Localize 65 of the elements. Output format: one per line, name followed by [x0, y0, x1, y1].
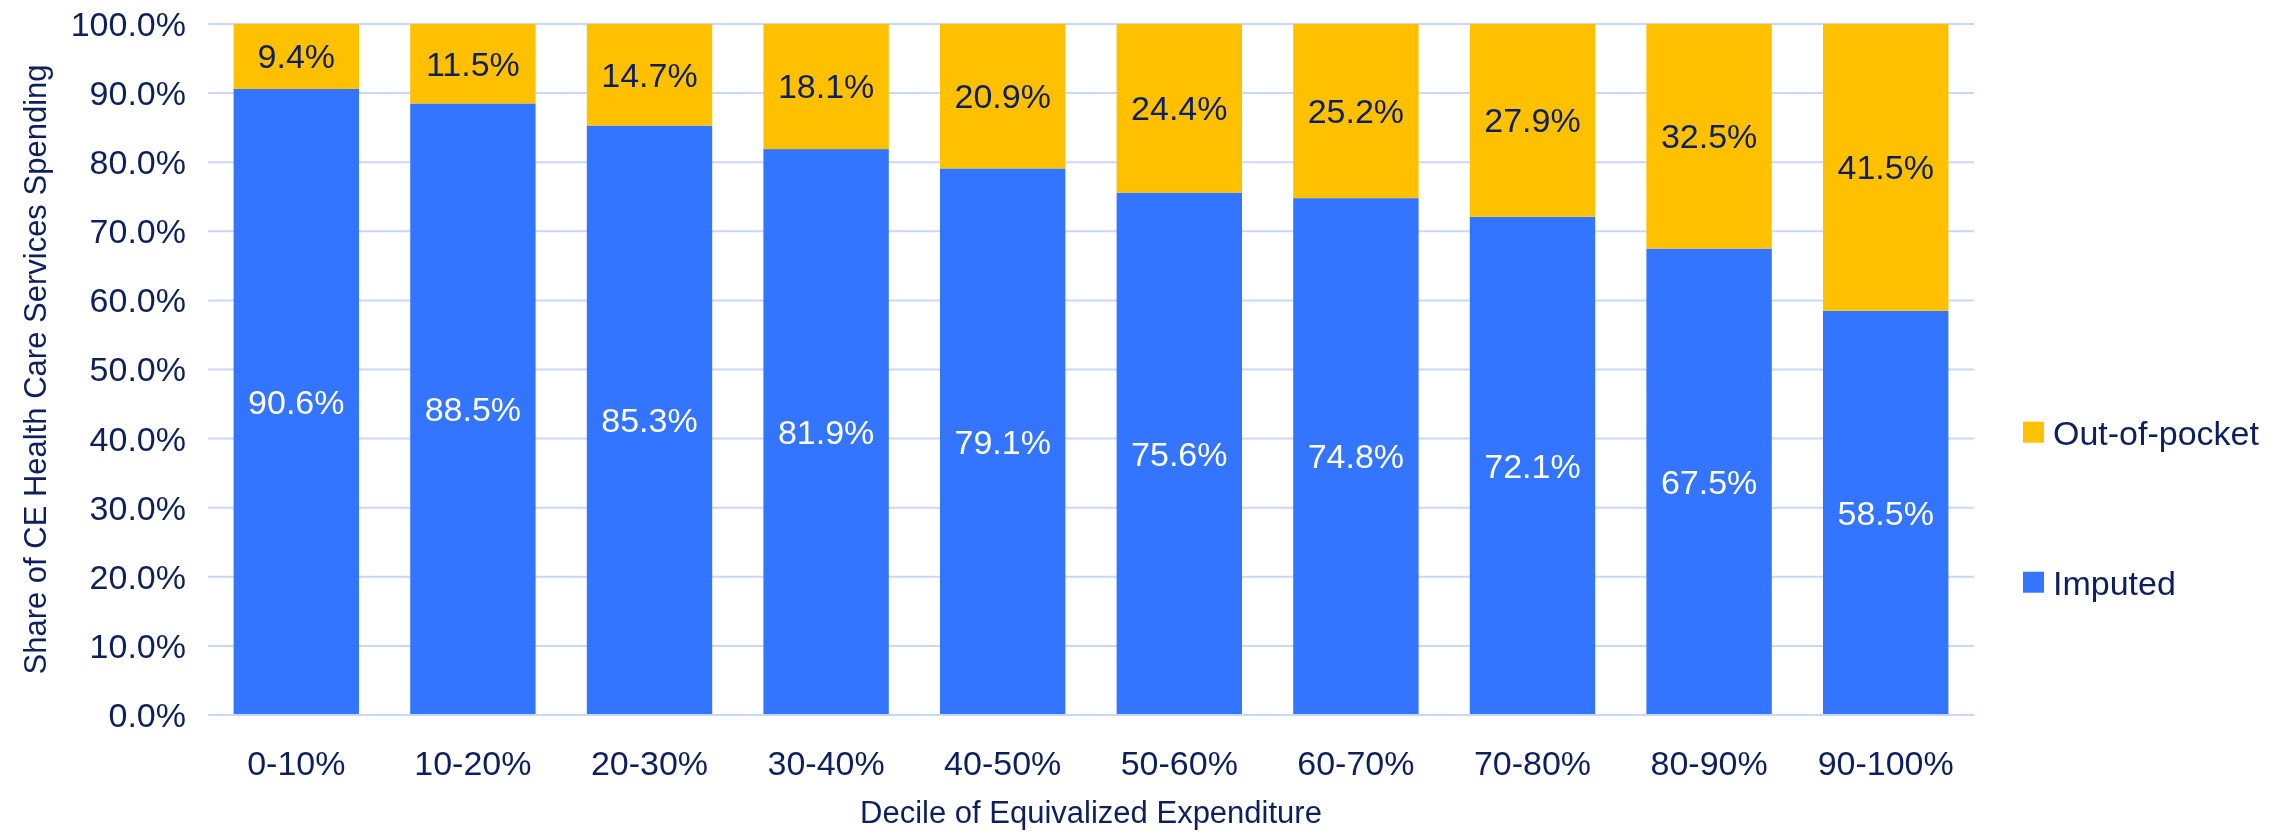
x-tick-label: 90-100% [1817, 744, 1954, 782]
x-axis-title: Decile of Equivalized Expenditure [860, 795, 1322, 830]
y-tick-label: 40.0% [89, 419, 186, 458]
bar [940, 24, 1066, 169]
x-tick-label: 30-40% [767, 744, 885, 782]
data-label: 75.6% [1131, 434, 1228, 473]
data-label: 90.6% [248, 382, 345, 421]
y-tick-label: 100.0% [70, 4, 186, 43]
bar [410, 24, 536, 104]
bar [1646, 24, 1772, 249]
bar [1293, 24, 1419, 199]
data-label: 20.9% [954, 77, 1051, 116]
bar [763, 149, 889, 715]
y-tick-label: 70.0% [89, 212, 186, 251]
bar [1293, 198, 1419, 715]
data-label: 58.5% [1837, 493, 1934, 532]
bar [1116, 24, 1242, 193]
x-tick-label: 70-80% [1473, 744, 1592, 782]
data-label: 32.5% [1660, 117, 1758, 156]
data-label: 74.8% [1307, 437, 1405, 476]
data-label: 25.2% [1307, 91, 1405, 130]
data-label: 81.9% [777, 412, 875, 451]
data-label: 85.3% [601, 401, 698, 440]
y-tick-label: 80.0% [89, 143, 186, 182]
x-tick-label: 60-70% [1297, 744, 1415, 782]
bar [1469, 216, 1596, 715]
x-tick-label: 20-30% [590, 744, 709, 782]
bar [1469, 24, 1596, 217]
data-label: 79.1% [954, 422, 1051, 461]
data-label: 9.4% [257, 37, 336, 76]
y-tick-label: 10.0% [89, 626, 186, 665]
data-label: 27.9% [1484, 101, 1581, 140]
y-axis-title: Share of CE Health Care Services Spending [18, 64, 53, 675]
bar [940, 168, 1066, 715]
bar [1823, 310, 1949, 715]
y-tick-label: 90.0% [89, 74, 186, 112]
data-label: 72.1% [1484, 446, 1581, 485]
bar [763, 24, 889, 150]
legend-label: Out-of-pocket [2053, 413, 2260, 452]
bar [410, 103, 536, 715]
bar [1823, 24, 1949, 311]
bar [586, 125, 713, 715]
data-label: 14.7% [601, 55, 698, 94]
data-label: 11.5% [425, 44, 520, 83]
bar [1646, 248, 1772, 715]
y-tick-label: 20.0% [89, 557, 186, 596]
y-tick-label: 60.0% [89, 281, 186, 320]
x-tick-label: 50-60% [1120, 744, 1238, 782]
x-tick-label: 40-50% [944, 744, 1062, 782]
bar [233, 24, 359, 89]
bar [586, 24, 713, 126]
legend-label: Imputed [2053, 563, 2176, 602]
data-label: 88.5% [424, 390, 522, 429]
data-label: 41.5% [1837, 148, 1934, 187]
x-tick-label: 0-10% [247, 744, 346, 782]
bar [1116, 192, 1242, 715]
data-label: 24.4% [1131, 89, 1228, 128]
y-tick-label: 50.0% [89, 350, 186, 389]
data-label: 67.5% [1660, 462, 1758, 501]
bar [233, 88, 359, 715]
y-tick-label: 30.0% [89, 488, 186, 527]
x-tick-label: 80-90% [1650, 744, 1768, 782]
x-tick-label: 10-20% [414, 744, 532, 782]
y-tick-label: 0.0% [108, 695, 186, 734]
data-label: 18.1% [777, 67, 875, 106]
